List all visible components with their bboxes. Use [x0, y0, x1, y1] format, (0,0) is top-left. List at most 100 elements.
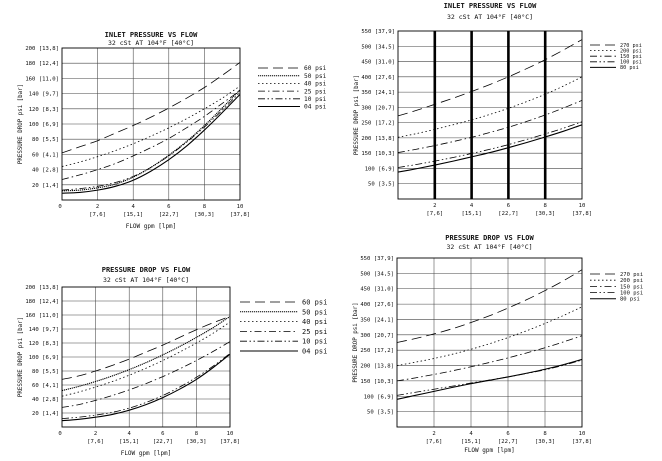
chart-title: INLET PRESSURE VS FLOW — [444, 2, 538, 10]
x-tick-label: 0 — [58, 431, 61, 437]
series-line-200-psi — [398, 76, 582, 138]
y-tick-label: 200 [13,8] — [25, 285, 59, 291]
series-group — [398, 39, 582, 173]
chart-panel-3: PRESSURE DROP VS FLOW 32 cSt AT 104°F [40… — [18, 266, 327, 457]
x-tick-sublabel: [22,7] — [159, 212, 179, 218]
series-line-50-psi — [62, 315, 230, 392]
x-tick-sublabel: [22,7] — [498, 211, 518, 217]
x-tick-label: 8 — [195, 431, 199, 437]
x-tick-label: 6 — [507, 203, 510, 209]
series-line-04-psi — [62, 93, 240, 194]
series-line-270-psi — [397, 269, 582, 343]
x-tick-label: 8 — [543, 431, 547, 437]
x-tick-sublabel: [15,1] — [123, 212, 143, 218]
x-tick-sublabel: [37,8] — [572, 439, 592, 445]
x-tick-sublabel: [30,3] — [194, 212, 214, 218]
x-tick-sublabel: [37,8] — [220, 439, 240, 445]
x-tick-sublabel: [30,3] — [535, 439, 555, 445]
x-tick-label: 8 — [544, 203, 548, 209]
series-group — [397, 269, 582, 400]
y-tick-label: 150 [10,3] — [361, 151, 395, 157]
legend-label: 10 psi — [304, 96, 327, 103]
x-tick-label: 4 — [128, 431, 132, 437]
y-tick-label: 300 [20,7] — [360, 333, 394, 339]
x-tick-label: 6 — [161, 431, 164, 437]
legend-label: 200 psi — [620, 48, 642, 54]
y-tick-label: 400 [27,6] — [361, 75, 395, 81]
series-line-270-psi — [398, 39, 582, 117]
x-tick-sublabel: [37,8] — [572, 211, 592, 217]
x-tick-label: 4 — [470, 203, 474, 209]
series-line-80-psi — [397, 358, 582, 400]
y-tick-label: 300 [20,7] — [361, 105, 395, 111]
legend-label: 04 psi — [302, 347, 327, 355]
series-line-60-psi — [62, 62, 240, 154]
chart-subtitle: 32 cSt AT 104°F [40°C] — [103, 276, 189, 284]
y-tick-label: 550 [37,9] — [361, 29, 395, 35]
series-line-10-psi — [62, 91, 240, 191]
x-tick-sublabel: [15,1] — [461, 439, 481, 445]
legend-label: 150 psi — [620, 54, 642, 60]
y-tick-label: 150 [10,3] — [360, 379, 394, 385]
y-tick-label: 60 [4,1] — [32, 383, 59, 389]
x-tick-label: 6 — [167, 204, 170, 210]
legend-label: 10 psi — [302, 338, 327, 346]
x-tick-label: 8 — [203, 204, 207, 210]
x-tick-label: 10 — [227, 431, 234, 437]
legend-label: 270 psi — [620, 43, 642, 49]
series-line-200-psi — [397, 306, 582, 366]
legend-label: 50 psi — [302, 308, 327, 316]
x-tick-label: 2 — [96, 204, 99, 210]
series-line-100-psi — [398, 121, 582, 168]
legend-label: 40 psi — [302, 318, 327, 326]
series-group — [62, 315, 230, 422]
grid-lines — [62, 287, 230, 427]
y-tick-label: 200 [13,8] — [360, 364, 394, 370]
legend-label: 60 psi — [304, 65, 327, 72]
x-tick-label: 2 — [433, 203, 436, 209]
x-tick-label: 0 — [58, 204, 61, 210]
chart-title: PRESSURE DROP VS FLOW — [102, 266, 191, 274]
legend-label: 04 psi — [304, 104, 327, 111]
y-tick-label: 80 [5,5] — [32, 137, 59, 143]
plot-frame — [397, 30, 583, 200]
x-axis-label: FLOW gpm [lpm] — [121, 450, 172, 457]
y-tick-label: 100 [6,9] — [365, 166, 395, 172]
y-tick-label: 40 [2,8] — [32, 397, 59, 403]
y-tick-label: 80 [5,5] — [32, 369, 59, 375]
legend-label: 40 psi — [304, 81, 327, 88]
y-tick-label: 20 [1,4] — [32, 183, 59, 189]
y-tick-label: 120 [8,3] — [29, 107, 59, 113]
chart-subtitle: 32 cSt AT 104°F [40°C] — [446, 243, 532, 251]
y-tick-label: 350 [24,1] — [360, 317, 394, 323]
y-tick-label: 200 [13,8] — [361, 136, 395, 142]
y-tick-label: 100 [6,9] — [364, 394, 394, 400]
y-tick-label: 20 [1,4] — [32, 411, 59, 417]
y-tick-label: 140 [9,7] — [29, 327, 59, 333]
grid-lines — [397, 258, 582, 427]
grid-lines — [62, 48, 240, 200]
plot-frame — [61, 286, 231, 428]
grid-lines — [398, 31, 582, 199]
x-tick-sublabel: [30,3] — [535, 211, 555, 217]
series-line-150-psi — [397, 335, 582, 382]
series-line-10-psi — [62, 353, 230, 419]
x-axis-label: FLOW gpm [lpm] — [126, 223, 177, 230]
y-axis-label: PRESSURE DROP psi [bar] — [354, 75, 360, 155]
chart-subtitle: 32 cSt AT 104°F [40°C] — [108, 39, 194, 47]
x-tick-sublabel: [7,6] — [87, 439, 104, 445]
y-tick-label: 40 [2,8] — [32, 168, 59, 174]
series-line-150-psi — [398, 99, 582, 153]
x-axis-label: FLOW gpm [lpm] — [464, 447, 515, 454]
series-group — [62, 62, 240, 194]
series-line-80-psi — [398, 124, 582, 173]
legend-label: 100 psi — [620, 60, 642, 66]
series-line-40-psi — [62, 85, 240, 167]
x-tick-label: 4 — [132, 204, 136, 210]
x-tick-sublabel: [7,6] — [426, 439, 443, 445]
y-tick-label: 250 [17,2] — [361, 121, 395, 127]
legend-label: 60 psi — [302, 298, 327, 306]
x-tick-label: 10 — [579, 431, 586, 437]
